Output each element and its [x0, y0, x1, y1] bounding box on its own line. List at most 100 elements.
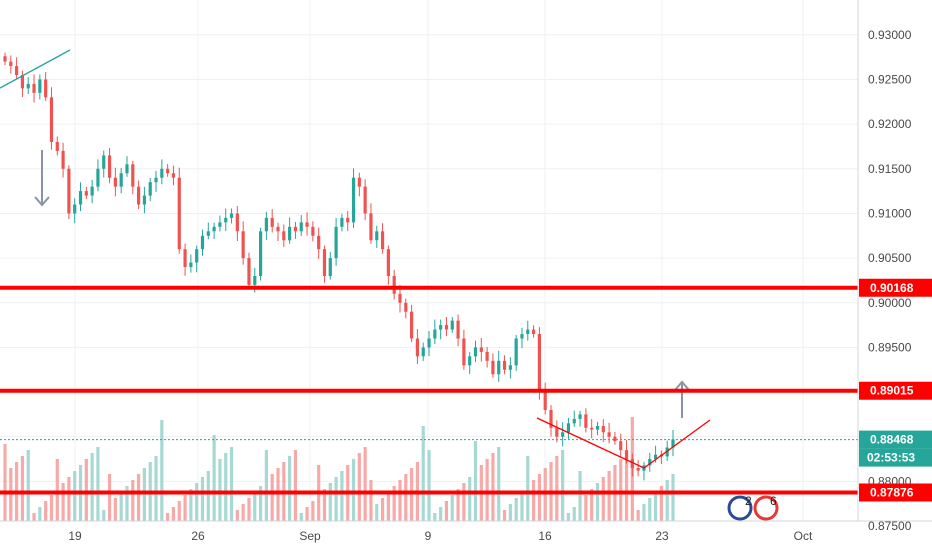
candle-body[interactable]: [386, 249, 390, 276]
time-axis[interactable]: 19 26 Sep 9 16 23 Oct: [68, 529, 813, 543]
candle-body[interactable]: [102, 155, 106, 169]
candle-body[interactable]: [282, 231, 286, 241]
candle-body[interactable]: [363, 186, 367, 214]
candle-body[interactable]: [392, 275, 396, 294]
candle-body[interactable]: [555, 427, 559, 437]
candle-body[interactable]: [288, 226, 292, 241]
candlesticks[interactable]: [3, 52, 675, 481]
candle-body[interactable]: [619, 441, 623, 451]
candle-body[interactable]: [107, 155, 112, 178]
candle-body[interactable]: [561, 432, 565, 437]
candle-body[interactable]: [357, 177, 361, 187]
candle-body[interactable]: [177, 177, 181, 250]
candle-body[interactable]: [119, 173, 123, 187]
candle-body[interactable]: [502, 360, 507, 370]
candle-body[interactable]: [537, 334, 541, 393]
candle-body[interactable]: [49, 97, 54, 142]
candle-body[interactable]: [276, 226, 280, 232]
candle-body[interactable]: [404, 302, 408, 312]
candle-body[interactable]: [630, 459, 634, 469]
candle-body[interactable]: [311, 226, 315, 236]
candle-body[interactable]: [485, 351, 489, 361]
candle-body[interactable]: [171, 173, 176, 178]
candle-body[interactable]: [38, 79, 42, 93]
candle-body[interactable]: [427, 338, 431, 348]
candle-body[interactable]: [468, 356, 472, 366]
candle-body[interactable]: [44, 79, 48, 98]
candle-body[interactable]: [456, 320, 460, 339]
candle-body[interactable]: [78, 191, 83, 205]
candle-body[interactable]: [154, 177, 158, 183]
candle-body[interactable]: [578, 414, 582, 419]
candle-body[interactable]: [317, 235, 321, 250]
candle-body[interactable]: [433, 329, 437, 339]
candle-body[interactable]: [305, 222, 309, 227]
candle-body[interactable]: [415, 338, 420, 357]
candle-body[interactable]: [601, 426, 605, 433]
candle-body[interactable]: [450, 320, 454, 330]
candle-body[interactable]: [218, 222, 222, 227]
candle-body[interactable]: [32, 83, 36, 93]
candle-body[interactable]: [584, 414, 588, 428]
candle-body[interactable]: [61, 150, 65, 169]
candle-body[interactable]: [200, 235, 205, 250]
candle-body[interactable]: [26, 83, 30, 89]
candle-body[interactable]: [9, 61, 13, 67]
candle-body[interactable]: [206, 231, 210, 236]
candle-body[interactable]: [241, 231, 245, 259]
candle-body[interactable]: [299, 222, 303, 232]
horizontal-levels[interactable]: [0, 285, 858, 495]
candle-body[interactable]: [520, 334, 524, 339]
candle-body[interactable]: [137, 186, 141, 205]
candle-body[interactable]: [212, 226, 216, 232]
candle-body[interactable]: [334, 226, 338, 259]
candle-body[interactable]: [148, 182, 152, 196]
candle-body[interactable]: [613, 436, 617, 442]
candle-body[interactable]: [67, 168, 71, 214]
candle-body[interactable]: [421, 347, 425, 357]
candle-body[interactable]: [160, 168, 164, 178]
candle-body[interactable]: [479, 347, 483, 352]
candle-body[interactable]: [636, 468, 640, 471]
candle-body[interactable]: [514, 338, 518, 366]
candle-body[interactable]: [3, 56, 7, 62]
candle-body[interactable]: [508, 365, 512, 370]
candle-body[interactable]: [166, 168, 170, 174]
candle-body[interactable]: [439, 325, 443, 330]
candle-body[interactable]: [131, 164, 135, 187]
candle-body[interactable]: [410, 311, 414, 339]
candle-body[interactable]: [90, 186, 94, 196]
candle-body[interactable]: [526, 329, 530, 335]
candle-body[interactable]: [590, 427, 594, 430]
candle-body[interactable]: [270, 217, 274, 227]
candle-body[interactable]: [229, 213, 234, 218]
candle-body[interactable]: [572, 418, 576, 424]
candle-body[interactable]: [607, 432, 611, 437]
candle-body[interactable]: [224, 217, 228, 223]
candle-body[interactable]: [375, 231, 379, 241]
candle-body[interactable]: [543, 392, 547, 410]
candle-body[interactable]: [491, 360, 495, 375]
candle-body[interactable]: [195, 249, 199, 263]
candle-body[interactable]: [235, 213, 239, 232]
candle-body[interactable]: [380, 231, 385, 250]
candle-body[interactable]: [566, 423, 571, 433]
candle-body[interactable]: [444, 325, 449, 330]
candle-body[interactable]: [96, 168, 100, 187]
candle-body[interactable]: [473, 347, 478, 357]
candle-body[interactable]: [73, 204, 77, 214]
candle-body[interactable]: [15, 66, 19, 75]
candle-body[interactable]: [84, 191, 88, 196]
candle-body[interactable]: [264, 217, 268, 232]
candle-body[interactable]: [595, 426, 600, 430]
candle-body[interactable]: [648, 459, 652, 466]
candle-body[interactable]: [624, 450, 629, 460]
candle-body[interactable]: [462, 338, 466, 366]
candle-body[interactable]: [346, 217, 350, 223]
candle-body[interactable]: [258, 231, 263, 276]
candle-body[interactable]: [253, 275, 257, 285]
candle-body[interactable]: [497, 360, 501, 375]
candle-body[interactable]: [293, 226, 298, 232]
candle-body[interactable]: [351, 177, 356, 223]
